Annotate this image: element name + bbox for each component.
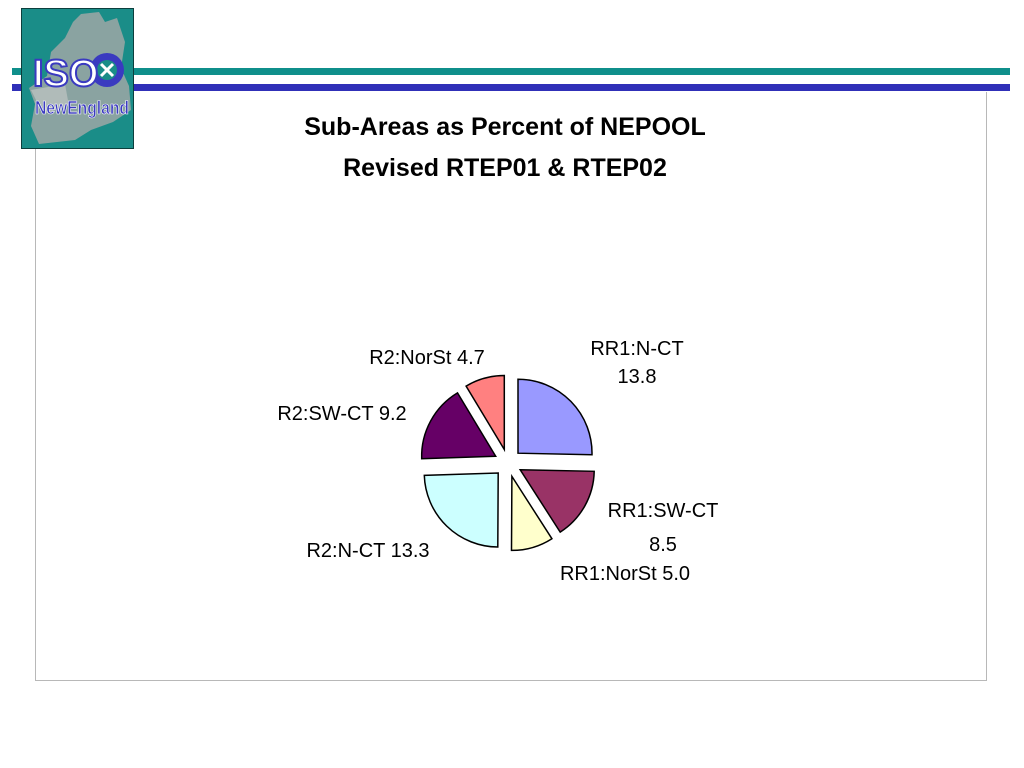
header-stripe-teal bbox=[12, 68, 1010, 75]
slide-frame bbox=[35, 92, 987, 681]
slice-label-r2-n-ct: R2:N-CT 13.3 bbox=[306, 540, 429, 562]
slice-label-r2-norst: R2:NorSt 4.7 bbox=[369, 347, 485, 369]
logo-text-newengland: NewEngland bbox=[35, 98, 129, 118]
slice-label-rr1-sw-ct: RR1:SW-CT 8.5 bbox=[608, 500, 719, 556]
pie-slice-rr1-n-ct bbox=[517, 378, 593, 456]
slice-label-rr1-n-ct: RR1:N-CT 13.8 bbox=[590, 338, 683, 388]
chart-title: Sub-Areas as Percent of NEPOOL bbox=[304, 113, 706, 141]
pie-slice-rr1-norst bbox=[510, 473, 553, 552]
logo-text-iso: ISO bbox=[33, 53, 98, 95]
chart-subtitle: Revised RTEP01 & RTEP02 bbox=[343, 154, 667, 182]
header-stripe-blue bbox=[12, 84, 1010, 91]
iso-new-england-logo: ISO NewEngland bbox=[21, 8, 134, 149]
slice-label-rr1-norst: RR1:NorSt 5.0 bbox=[560, 563, 690, 585]
pie-slice-r2-norst bbox=[465, 374, 506, 453]
pie-slice-rr1-sw-ct bbox=[518, 469, 595, 534]
slice-label-r2-sw-ct: R2:SW-CT 9.2 bbox=[277, 403, 406, 425]
pie-slice-r2-sw-ct bbox=[420, 391, 498, 460]
pie-slice-r2-n-ct bbox=[423, 472, 499, 548]
